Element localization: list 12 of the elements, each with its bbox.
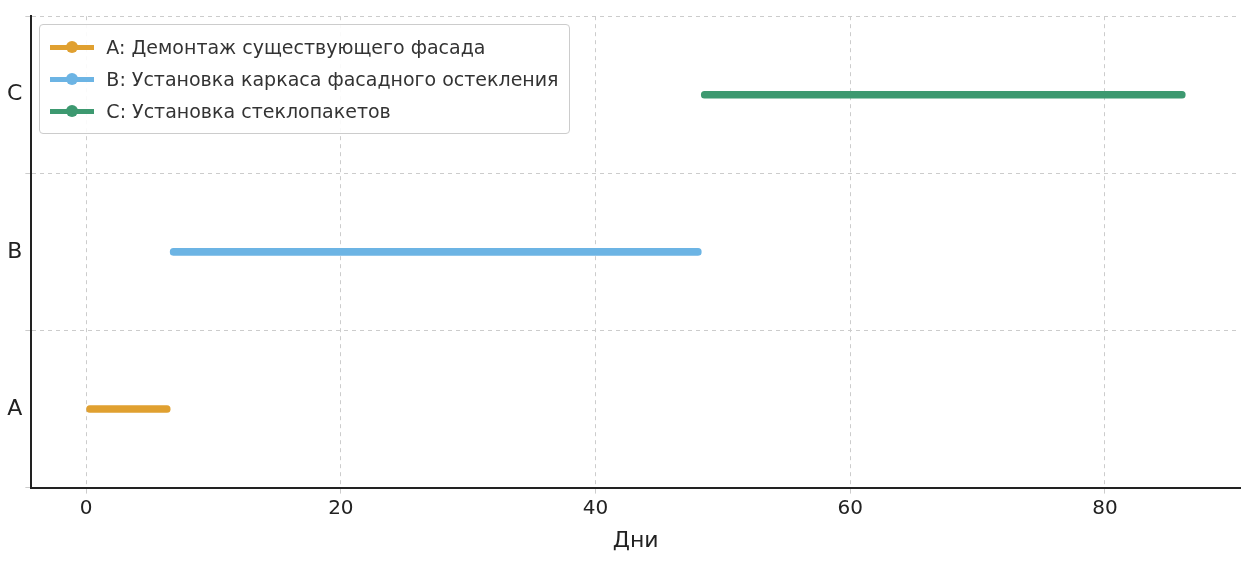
y-tick-label: B (7, 237, 23, 263)
x-tick-label: 20 (328, 494, 354, 519)
legend-label: B: Установка каркаса фасадного остекления (106, 68, 559, 91)
x-tick-label: 40 (582, 494, 609, 519)
legend-label: C: Установка стеклопакетов (106, 100, 391, 123)
x-tick-label: 60 (837, 494, 864, 519)
x-tick-label: 80 (1092, 494, 1118, 519)
y-tick-label: C (6, 80, 23, 106)
y-tick-label: A (7, 394, 23, 420)
legend-label: A: Демонтаж существующего фасада (106, 36, 486, 59)
x-axis-title: Дни (612, 526, 659, 552)
x-tick-label: 0 (79, 494, 93, 519)
